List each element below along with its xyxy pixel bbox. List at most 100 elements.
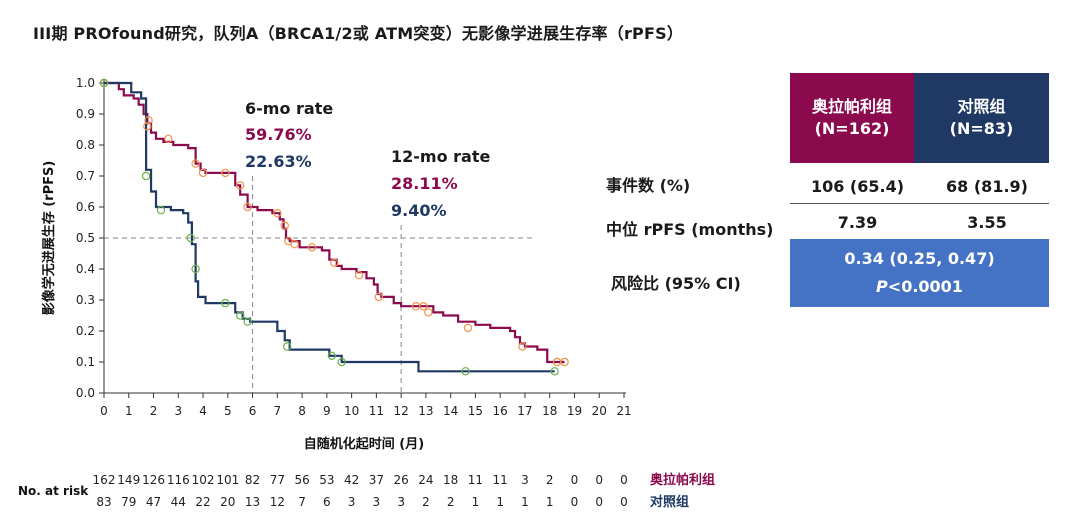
six-mo-label: 6-mo rate [245,99,333,118]
censor-mark [243,317,252,326]
risk-count-olaparib: 126 [142,473,165,487]
censor-mark [354,271,364,280]
cell-median-control: 3.55 [967,213,1007,232]
censor-mark [198,168,208,178]
risk-count-olaparib: 77 [270,473,285,487]
x-tick-label: 20 [592,404,607,418]
chart-title: III期 PROfound研究，队列A（BRCA1/2或 ATM突变）无影像学进… [33,24,684,43]
x-tick-label: 15 [468,404,483,418]
censor-mark [330,258,339,267]
cell-events-control: 68 (81.9) [946,177,1028,196]
x-tick-label: 16 [493,404,508,418]
risk-count-control: 79 [121,495,136,509]
x-tick-label: 8 [298,404,306,418]
censor-mark [143,122,152,131]
risk-count-control: 0 [571,495,579,509]
x-tick-label: 14 [443,404,458,418]
risk-count-control: 1 [521,495,529,509]
x-tick-label: 12 [394,404,409,418]
risk-count-olaparib: 162 [93,473,116,487]
x-tick-label: 7 [274,404,282,418]
censor-mark [307,243,317,252]
p-value-letter: P [876,277,888,296]
censor-mark [337,357,346,367]
y-tick-label: 0.9 [76,107,95,121]
censor-mark [164,134,173,143]
risk-count-control: 20 [220,495,235,509]
y-tick-label: 0.7 [76,169,95,183]
cell-events-olaparib: 106 (65.4) [810,177,905,196]
y-tick-label: 0.0 [76,386,95,400]
risk-count-control: 2 [422,495,430,509]
x-tick-label: 11 [369,404,384,418]
y-tick-label: 0.1 [76,355,95,369]
risk-count-control: 83 [96,495,111,509]
risk-count-olaparib: 2 [546,473,554,487]
censor-mark [280,221,289,230]
x-axis-title: 自随机化起时间 (月) [304,436,424,452]
censor-mark [550,367,559,376]
risk-count-control: 0 [595,495,603,509]
risk-count-olaparib: 0 [595,473,603,487]
risk-count-olaparib: 37 [369,473,384,487]
axes: 0.00.10.20.30.40.50.60.70.80.91.00 1 2 3 4 5 6… [76,76,632,418]
risk-legend-control: 对照组 [650,494,689,510]
column-header-control-name: 对照组 [957,97,1006,116]
x-tick-label: 4 [199,404,207,418]
censor-mark [141,171,151,181]
censor-mark [191,159,200,168]
censor-mark [374,292,384,302]
y-tick-label: 0.6 [76,200,95,214]
risk-count-control: 1 [472,495,480,509]
p-value: P<0.0001 [876,273,963,301]
risk-table: 162 149 126 116 102 101 82 77 56 53 42 37 26 24 18 11 11… [93,473,628,509]
twelve-mo-control: 9.40% [391,201,447,220]
censor-mark [235,181,245,190]
risk-count-olaparib: 53 [319,473,334,487]
risk-count-olaparib: 82 [245,473,260,487]
column-header-control: 对照组 (N=83) [914,73,1049,163]
censor-mark [221,168,230,178]
risk-count-control: 47 [146,495,161,509]
risk-count-control: 0 [620,495,628,509]
censor-mark [99,78,109,88]
y-tick-label: 1.0 [76,76,95,90]
risk-count-control: 6 [323,495,331,509]
x-tick-label: 9 [323,404,331,418]
row-label-events: 事件数 (%) [606,176,691,195]
risk-count-olaparib: 101 [216,473,239,487]
column-header-olaparib: 奥拉帕利组 (N=162) [790,73,914,163]
p-value-number: <0.0001 [887,277,963,296]
risk-count-control: 13 [245,495,260,509]
censor-mark [243,202,252,212]
row-label-median: 中位 rPFS (months) [606,220,774,239]
risk-count-control: 3 [348,495,356,509]
risk-count-olaparib: 24 [418,473,433,487]
table-divider [790,203,1049,204]
hazard-ratio-value: 0.34 (0.25, 0.47) [844,249,995,268]
risk-count-olaparib: 3 [521,473,529,487]
censor-mark [290,239,299,249]
x-tick-label: 13 [418,404,433,418]
x-tick-label: 1 [125,404,133,418]
row-label-hr: 风险比 (95% CI) [611,274,741,293]
censor-mark [424,308,433,317]
risk-count-control: 44 [171,495,186,509]
censor-mark [144,115,153,125]
olaparib-curve [104,81,565,364]
risk-count-olaparib: 56 [294,473,309,487]
risk-count-olaparib: 26 [394,473,409,487]
x-tick-label: 0 [100,404,108,418]
x-tick-label: 21 [616,404,631,418]
column-header-olaparib-name: 奥拉帕利组 [811,97,892,116]
risk-count-olaparib: 102 [192,473,215,487]
x-tick-label: 18 [542,404,557,418]
risk-count-olaparib: 11 [493,473,508,487]
x-tick-label: 3 [174,404,182,418]
survival-curves [104,81,565,373]
x-tick-label: 19 [567,404,582,418]
y-tick-label: 0.4 [76,262,95,276]
risk-count-olaparib: 18 [443,473,458,487]
risk-count-olaparib: 0 [620,473,628,487]
